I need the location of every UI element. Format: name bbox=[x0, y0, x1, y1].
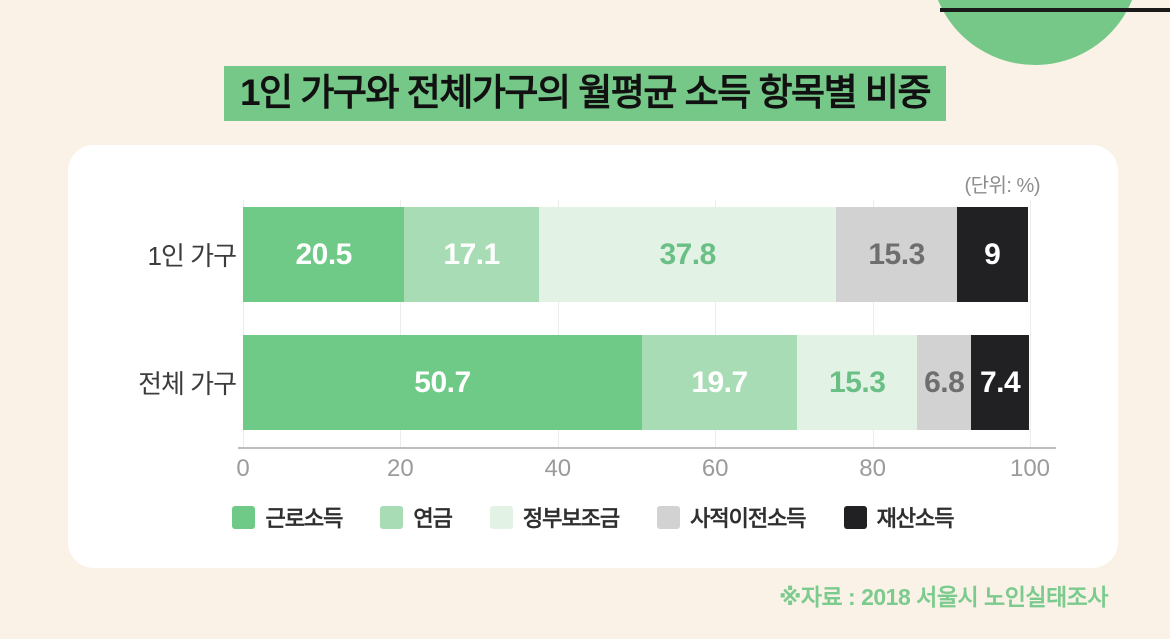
chart-card: (단위: %) 1인 가구 전체 가구 20.5 17.1 37.8 15.3 9 50.7… bbox=[68, 145, 1118, 568]
x-tick-label-20: 20 bbox=[387, 455, 414, 482]
x-axis-line bbox=[238, 447, 1056, 449]
bar-row-2: 50.7 19.7 15.3 6.8 7.4 bbox=[243, 335, 1030, 430]
plot-area: 20.5 17.1 37.8 15.3 9 50.7 19.7 15.3 6.8 7.4 0 20 40… bbox=[236, 200, 1050, 482]
bar-segment-사적이전소득: 15.3 bbox=[836, 207, 957, 302]
bar-segment-연금: 19.7 bbox=[642, 335, 798, 430]
bar-row-1: 20.5 17.1 37.8 15.3 9 bbox=[243, 207, 1030, 302]
bar-segment-사적이전소득: 6.8 bbox=[917, 335, 971, 430]
x-tick-label-40: 40 bbox=[544, 455, 572, 482]
x-tick-label-100: 100 bbox=[1009, 455, 1051, 482]
bar-segment-재산소득: 9 bbox=[956, 207, 1028, 302]
legend-item-재산소득: 재산소득 bbox=[843, 501, 955, 533]
legend-item-근로소득: 근로소득 bbox=[232, 501, 343, 533]
legend-swatch-icon bbox=[380, 505, 404, 529]
legend-item-연금: 연금 bbox=[380, 501, 453, 533]
bar-segment-정부보조금: 37.8 bbox=[538, 207, 837, 302]
category-label-2: 전체 가구 bbox=[138, 369, 237, 399]
legend-label: 재산소득 bbox=[876, 506, 955, 531]
legend-label: 근로소득 bbox=[265, 506, 343, 531]
decorative-black-line bbox=[940, 8, 1170, 12]
legend-item-정부보조금: 정부보조금 bbox=[489, 501, 620, 533]
x-tick-label-0: 0 bbox=[236, 455, 250, 482]
bar-segment-재산소득: 7.4 bbox=[970, 335, 1030, 430]
gridline-x-40 bbox=[557, 200, 559, 447]
unit-label: (단위: %) bbox=[964, 175, 1040, 197]
category-label-1: 1인 가구 bbox=[147, 241, 237, 271]
bar-segment-연금: 17.1 bbox=[404, 207, 539, 302]
legend-label: 정부보조금 bbox=[522, 506, 620, 531]
bar-segment-근로소득: 20.5 bbox=[243, 207, 405, 302]
source-note: ※자료 : 2018 서울시 노인실태조사 bbox=[778, 584, 1109, 610]
legend-label: 사적이전소득 bbox=[690, 506, 806, 531]
gridline-x-0 bbox=[243, 200, 244, 447]
gridline-x-80 bbox=[872, 200, 874, 447]
legend-swatch-icon bbox=[232, 505, 256, 529]
page-title: 1인 가구와 전체가구의 월평균 소득 항목별 비중 bbox=[223, 66, 946, 121]
legend-swatch-icon bbox=[489, 505, 513, 529]
gridline-x-100 bbox=[1030, 200, 1031, 447]
page-title-wrap: 1인 가구와 전체가구의 월평균 소득 항목별 비중 bbox=[0, 66, 1170, 121]
gridline-x-60 bbox=[715, 200, 717, 447]
x-tick-label-60: 60 bbox=[701, 455, 729, 482]
gridline-x-20 bbox=[400, 200, 402, 447]
chart-legend: 근로소득 연금 정부보조금 사적이전소득 재산소득 bbox=[68, 501, 1118, 533]
bar-segment-정부보조금: 15.3 bbox=[797, 335, 918, 430]
legend-item-사적이전소득: 사적이전소득 bbox=[657, 501, 807, 533]
legend-swatch-icon bbox=[657, 505, 681, 529]
x-tick-label-80: 80 bbox=[859, 455, 886, 482]
legend-label: 연금 bbox=[413, 506, 452, 531]
bar-segment-근로소득: 50.7 bbox=[243, 335, 642, 430]
legend-swatch-icon bbox=[843, 505, 867, 529]
